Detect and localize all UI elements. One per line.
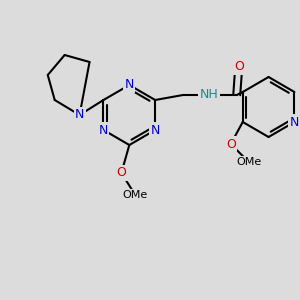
Text: N: N	[75, 109, 84, 122]
Text: O: O	[116, 167, 126, 179]
Text: N: N	[151, 124, 160, 136]
Text: OMe: OMe	[236, 157, 261, 167]
Text: NH: NH	[200, 88, 218, 101]
Text: O: O	[234, 61, 244, 74]
Text: N: N	[124, 79, 134, 92]
Text: OMe: OMe	[123, 190, 148, 200]
Text: N: N	[99, 124, 108, 136]
Text: O: O	[226, 137, 236, 151]
Text: N: N	[290, 116, 299, 128]
